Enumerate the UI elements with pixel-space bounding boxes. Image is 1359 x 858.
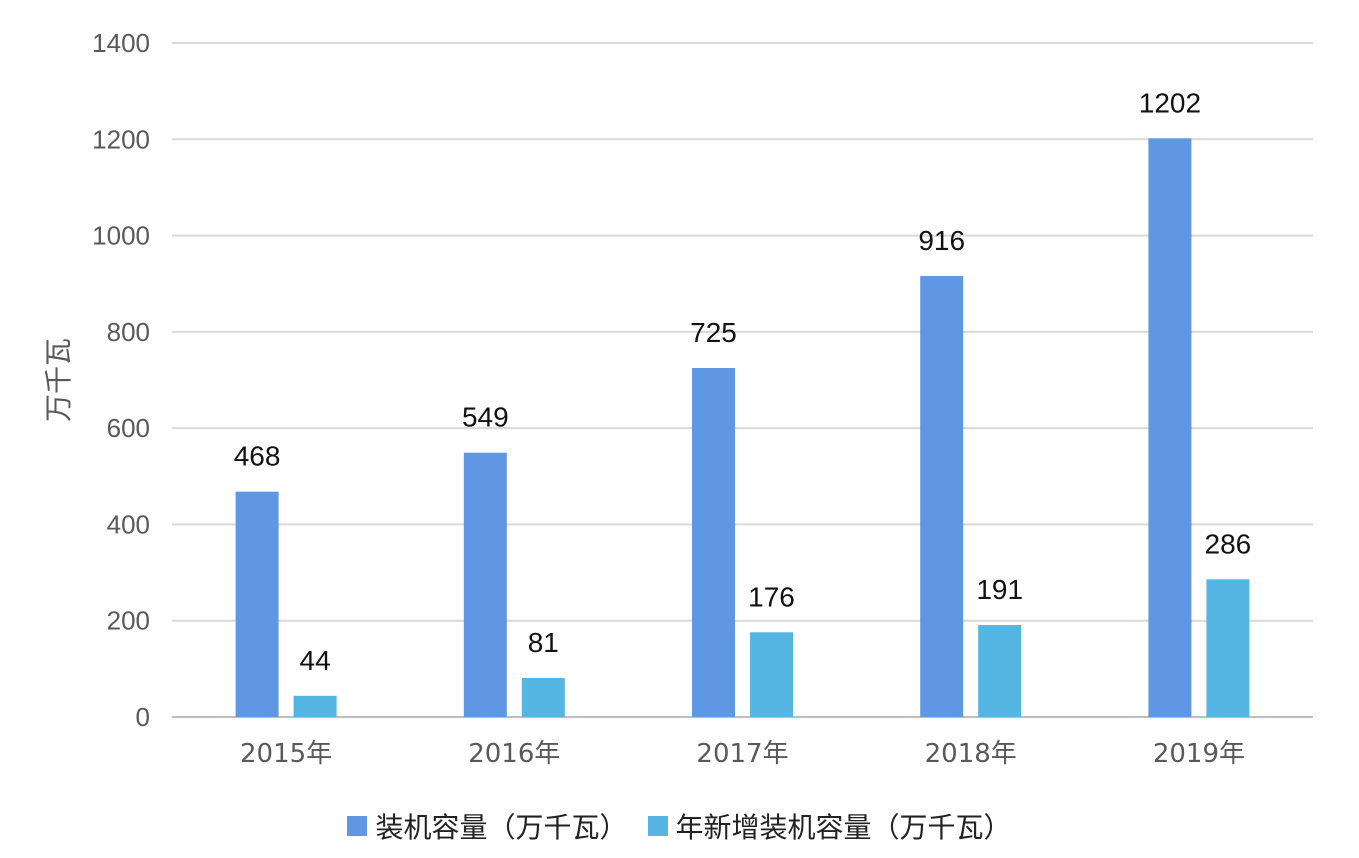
legend-swatch-series-2 <box>647 816 668 836</box>
legend-label-series-2: 年新增装机容量（万千瓦） <box>675 811 1012 844</box>
data-label: 916 <box>918 225 965 256</box>
y-tick-label: 1000 <box>92 221 150 251</box>
y-tick-label: 400 <box>107 509 150 539</box>
data-labels: 468 44 549 81 725 176 916 191 1202 286 <box>234 87 1252 675</box>
data-label: 725 <box>690 317 737 348</box>
y-tick-label: 800 <box>107 317 150 347</box>
data-label: 1202 <box>1139 87 1201 118</box>
bar <box>692 367 735 717</box>
bar <box>293 695 337 717</box>
bar <box>1206 579 1250 717</box>
y-tick-label: 200 <box>107 606 150 636</box>
y-tick-label: 1200 <box>92 124 150 154</box>
bar <box>1148 138 1192 717</box>
bars <box>235 138 1250 717</box>
y-tick-label: 0 <box>136 702 150 732</box>
data-label: 176 <box>748 581 795 612</box>
x-axis-ticks: 2015年 2016年 2017年 2018年 2019年 <box>240 739 1245 769</box>
bar <box>750 632 793 717</box>
y-tick-label: 1400 <box>92 28 150 58</box>
bar <box>978 625 1022 717</box>
legend: 装机容量（万千瓦） 年新增装机容量（万千瓦） <box>0 806 1359 846</box>
x-tick-label: 2016年 <box>468 739 560 769</box>
x-tick-label: 2018年 <box>925 739 1017 769</box>
data-label: 44 <box>300 645 331 676</box>
y-tick-label: 600 <box>107 413 150 443</box>
x-tick-label: 2015年 <box>240 739 332 769</box>
bar <box>235 491 279 717</box>
x-tick-label: 2019年 <box>1153 739 1245 769</box>
data-label: 286 <box>1205 528 1252 559</box>
data-label: 81 <box>528 627 559 658</box>
y-axis-label: 万千瓦 <box>42 338 75 422</box>
legend-item-series-1: 装机容量（万千瓦） <box>347 806 628 846</box>
data-label: 191 <box>976 574 1023 605</box>
x-tick-label: 2017年 <box>696 739 788 769</box>
bar-chart: 0 200 400 600 800 1000 1200 1400 万千瓦 468 44 549 81… <box>42 28 1313 769</box>
bar <box>463 452 507 717</box>
data-label: 549 <box>462 402 509 433</box>
legend-item-series-2: 年新增装机容量（万千瓦） <box>647 806 1012 846</box>
bar <box>920 276 964 717</box>
legend-label-series-1: 装机容量（万千瓦） <box>375 811 628 844</box>
legend-swatch-series-1 <box>347 816 368 836</box>
bar <box>521 678 565 717</box>
data-label: 468 <box>234 441 281 472</box>
y-axis-ticks: 0 200 400 600 800 1000 1200 1400 <box>92 28 150 732</box>
gridlines <box>172 42 1313 718</box>
